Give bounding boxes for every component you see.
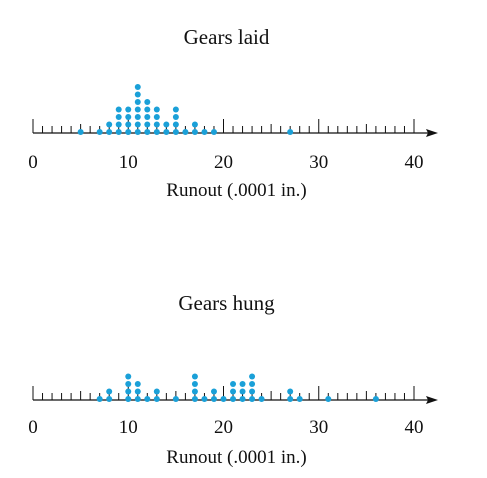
gears-hung-dot: [191, 388, 198, 395]
gears-hung-tick-label: 20: [214, 417, 233, 438]
gears-hung-dot: [230, 396, 237, 402]
gears-hung-dot: [230, 388, 237, 395]
gears-laid-dot: [182, 129, 189, 135]
gears-laid-tick-label: 10: [119, 152, 138, 173]
gears-hung-x-axis-label: Runout (.0001 in.): [166, 447, 306, 468]
gears-hung-dot: [239, 396, 246, 402]
gears-hung-dot: [106, 396, 113, 402]
gears-laid-tick-label: 30: [309, 152, 328, 173]
gears-hung-dot: [191, 396, 198, 402]
gears-laid-dot: [106, 121, 113, 128]
gears-laid-dot: [134, 106, 141, 113]
gears-hung-dot: [125, 381, 132, 387]
gears-laid-dot: [115, 121, 122, 128]
gears-hung-dot: [249, 396, 256, 402]
gears-hung-dot: [125, 373, 132, 380]
gears-laid-dot: [144, 129, 151, 135]
gears-laid-dot: [172, 114, 179, 120]
gears-laid-dot: [115, 106, 122, 113]
gears-hung-dot: [106, 388, 113, 395]
gears-laid-dot: [163, 129, 170, 135]
gears-laid-dot: [287, 129, 294, 135]
gears-hung-dot: [372, 396, 379, 402]
gears-laid-dot: [144, 114, 151, 120]
gears-laid-dot: [125, 106, 132, 113]
gears-hung-dot: [296, 396, 303, 402]
gears-hung-dot: [191, 373, 198, 380]
gears-laid-axis-arrow: [426, 129, 438, 137]
gears-hung-dot: [325, 396, 332, 402]
gears-laid-dot: [153, 106, 160, 113]
gears-laid-dot: [210, 129, 217, 135]
gears-laid-dot: [163, 121, 170, 128]
gears-laid-dot: [106, 129, 113, 135]
gears-laid-dot: [96, 129, 103, 135]
gears-hung-dot: [125, 396, 132, 402]
gears-laid-dot: [77, 129, 84, 135]
gears-hung-title: Gears hung: [178, 291, 275, 315]
gears-laid-dot: [172, 121, 179, 128]
gears-hung-dot: [249, 388, 256, 395]
gears-laid-dot: [153, 121, 160, 128]
gears-hung-dot: [172, 396, 179, 402]
gears-laid-dot: [134, 114, 141, 120]
gears-hung-dot: [239, 381, 246, 387]
gears-laid-dot: [144, 99, 151, 105]
gears-hung-dot: [96, 396, 103, 402]
gears-laid-dot: [134, 121, 141, 128]
gears-laid-title: Gears laid: [184, 25, 270, 49]
gears-laid-dot: [172, 129, 179, 135]
gears-hung-dot: [125, 388, 132, 395]
gears-laid-tick-label: 0: [28, 152, 38, 173]
gears-hung-tick-label: 40: [405, 417, 424, 438]
gears-laid-dot: [125, 121, 132, 128]
gears-hung-dot: [153, 396, 160, 402]
gears-hung-dot: [249, 373, 256, 380]
gears-hung-dot: [153, 388, 160, 395]
gears-hung-dot: [287, 388, 294, 395]
gears-hung-dot: [134, 381, 141, 387]
gears-laid-dot: [134, 91, 141, 98]
gears-laid-dot: [153, 129, 160, 135]
gears-laid-dot: [115, 129, 122, 135]
gears-laid-dot: [201, 129, 208, 135]
gears-hung-dot: [191, 381, 198, 387]
gears-hung-dot: [134, 388, 141, 395]
gears-hung-dot: [220, 396, 227, 402]
gears-laid-dot: [153, 114, 160, 120]
gears-hung-tick-label: 10: [119, 417, 138, 438]
gears-laid-dot: [191, 129, 198, 135]
gears-hung-dot: [210, 396, 217, 402]
gears-hung-dot: [201, 396, 208, 402]
gears-laid-dot: [125, 114, 132, 120]
gears-laid-dot: [115, 114, 122, 120]
gears-laid-dot: [134, 129, 141, 135]
gears-laid-x-axis-label: Runout (.0001 in.): [166, 180, 306, 201]
gears-laid-dot: [134, 99, 141, 105]
gears-hung-tick-label: 0: [28, 417, 38, 438]
gears-hung-dot: [210, 388, 217, 395]
gears-hung-dot: [249, 381, 256, 387]
gears-hung-dot: [230, 381, 237, 387]
gears-laid-tick-label: 40: [405, 152, 424, 173]
gears-hung-axis-arrow: [426, 396, 438, 404]
gears-laid-dot: [134, 84, 141, 90]
gears-hung-dot: [258, 396, 265, 402]
gears-laid-dot: [144, 121, 151, 128]
gears-hung-tick-label: 30: [309, 417, 328, 438]
gears-hung-dot: [134, 396, 141, 402]
gears-laid-tick-label: 20: [214, 152, 233, 173]
gears-laid-panel: Gears laid 0 10 20 30 40 Runout (.0001 in.): [28, 25, 438, 201]
gears-laid-dot: [144, 106, 151, 113]
gears-hung-panel: Gears hung 0 10 20 30 40 Runout (.0001 in.): [28, 291, 438, 468]
gears-laid-dot: [191, 121, 198, 128]
gears-hung-dot: [144, 396, 151, 402]
gears-hung-dot: [287, 396, 294, 402]
gears-laid-dot: [125, 129, 132, 135]
gears-hung-dot: [239, 388, 246, 395]
gears-laid-dot: [172, 106, 179, 113]
